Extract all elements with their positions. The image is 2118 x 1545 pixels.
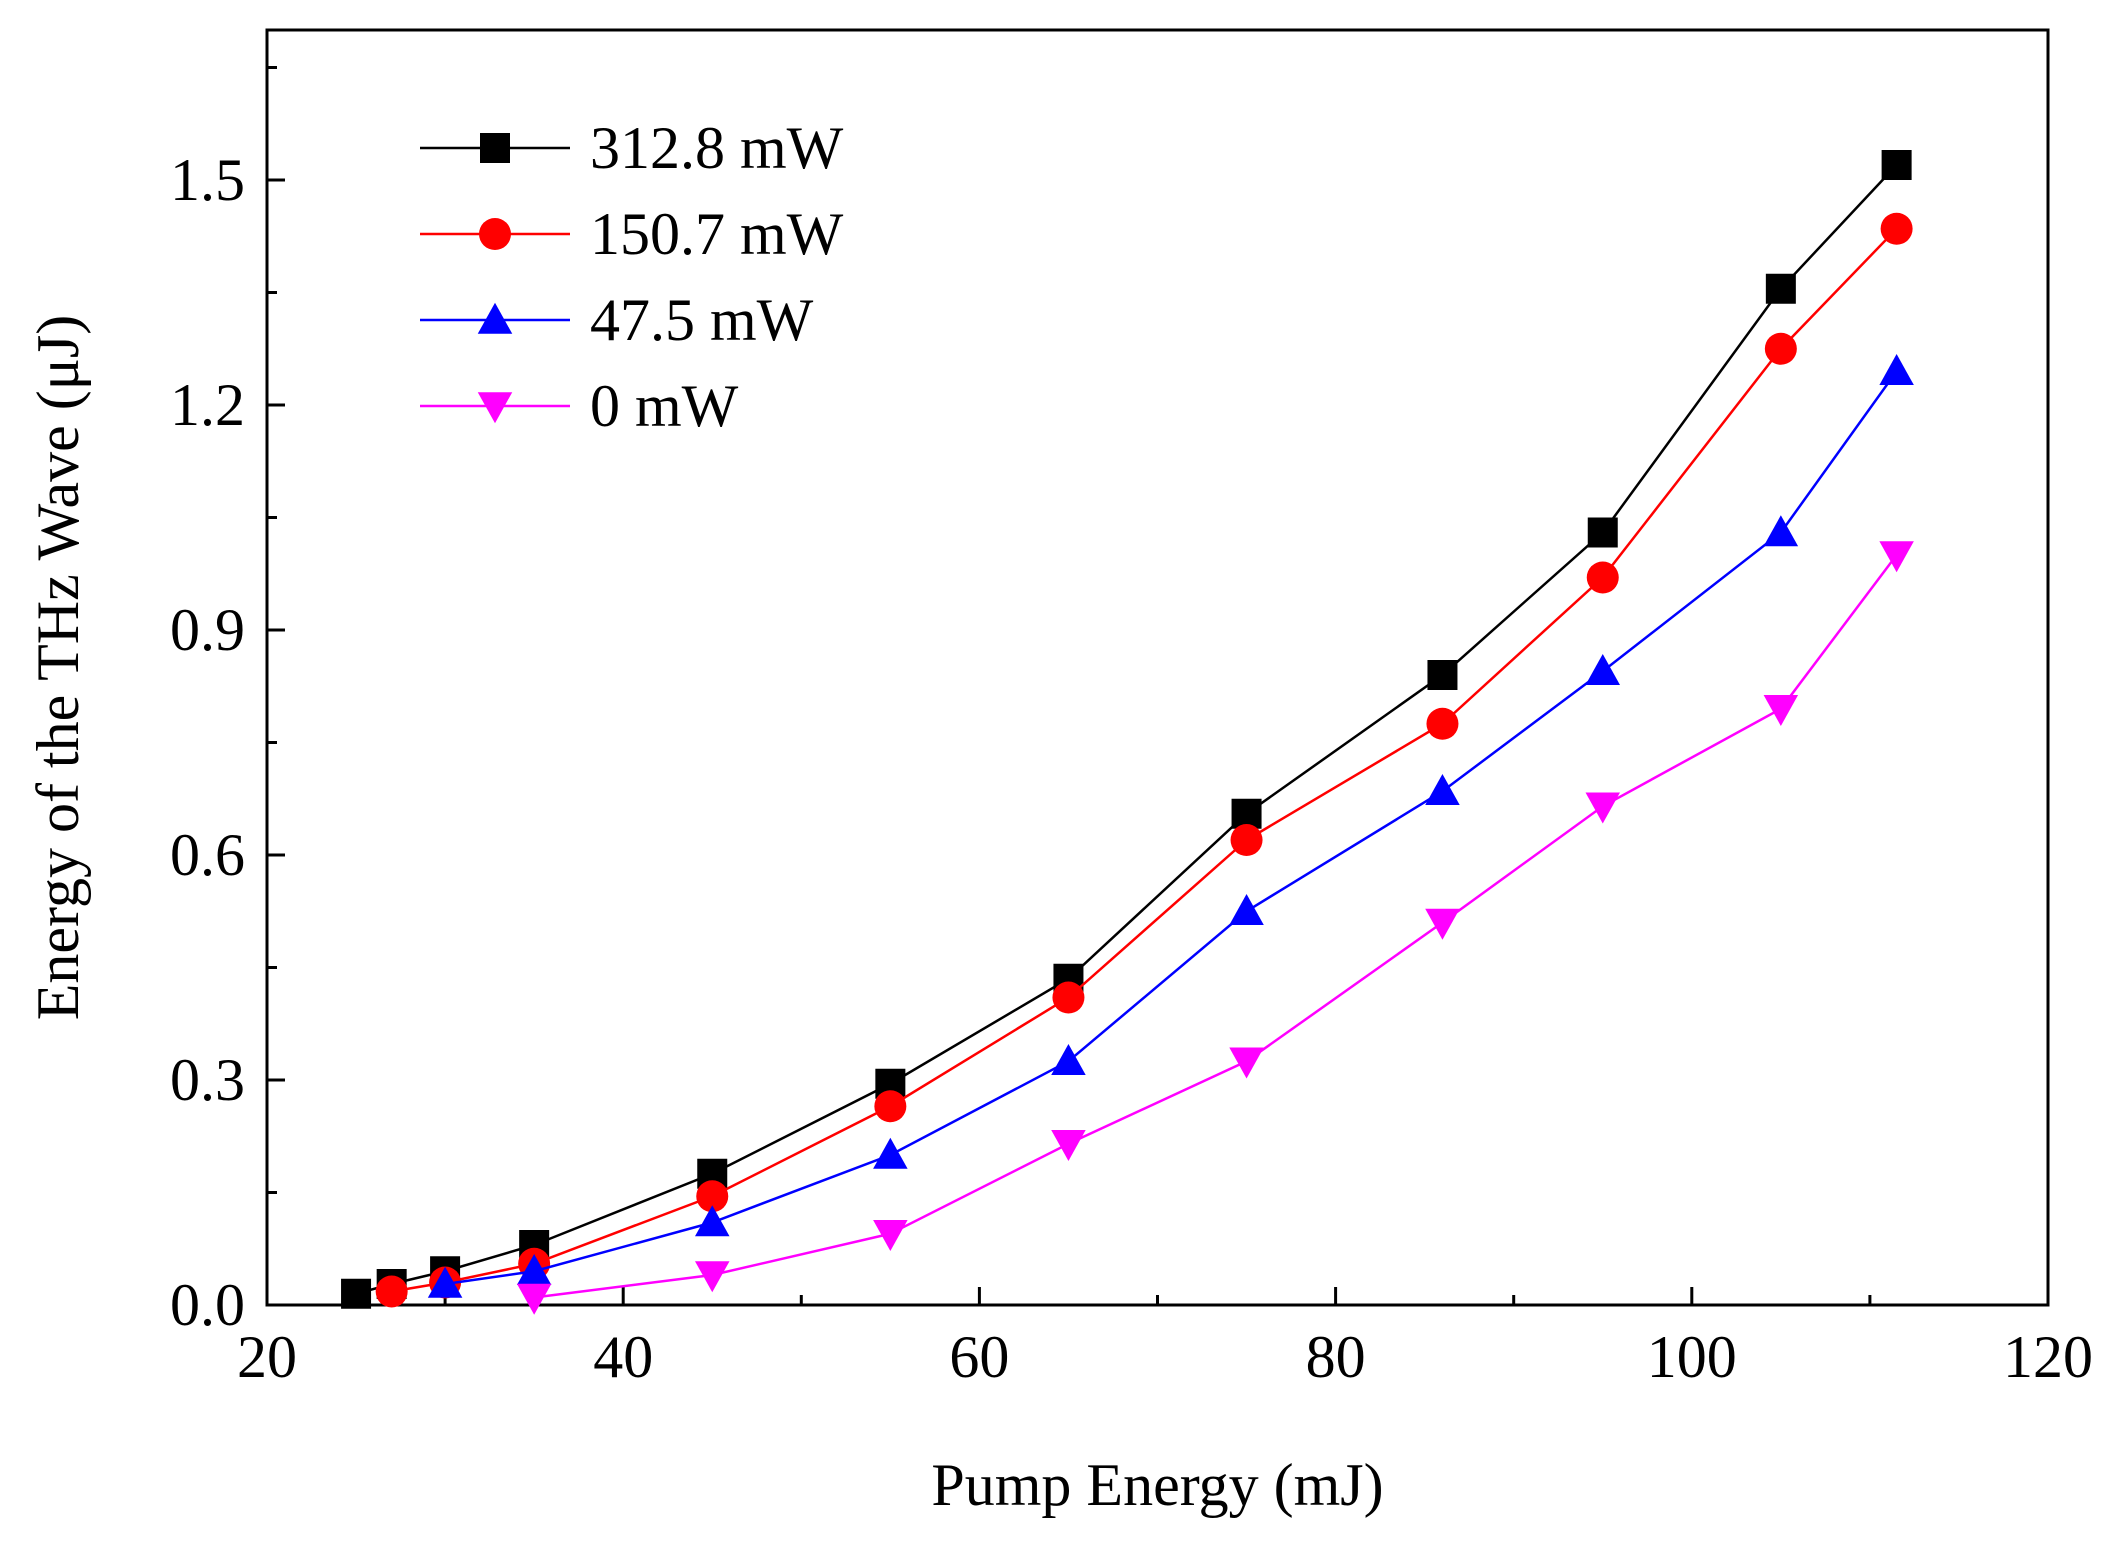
legend-label: 312.8 mW — [590, 115, 844, 181]
legend-label: 150.7 mW — [590, 201, 844, 267]
y-tick-label: 0.6 — [170, 822, 245, 888]
data-point — [1585, 654, 1620, 686]
x-tick-label: 20 — [237, 1324, 297, 1390]
data-point — [375, 1275, 408, 1308]
data-point — [1879, 541, 1914, 573]
data-point — [1052, 981, 1085, 1014]
series-3 — [516, 541, 1914, 1315]
data-point — [873, 1137, 908, 1169]
data-point — [341, 1278, 372, 1309]
series-group — [341, 150, 1914, 1315]
data-point — [874, 1090, 907, 1123]
data-point — [516, 1283, 552, 1315]
data-point — [696, 1180, 729, 1213]
series-line — [355, 164, 1898, 1295]
data-point — [695, 1205, 730, 1237]
x-tick-label: 40 — [593, 1324, 653, 1390]
data-point — [1229, 1047, 1264, 1079]
x-tick-label: 120 — [2003, 1324, 2093, 1390]
legend-item: 0 mW — [420, 373, 739, 439]
series-line — [533, 554, 1898, 1299]
y-tick-label: 0.0 — [170, 1272, 245, 1338]
data-point — [1585, 792, 1620, 824]
legend-item: 312.8 mW — [420, 115, 844, 181]
data-point — [873, 1219, 908, 1251]
y-tick-label: 0.3 — [170, 1047, 245, 1113]
data-point — [1586, 561, 1619, 594]
legend-marker — [477, 392, 513, 424]
series-line — [444, 370, 1898, 1286]
data-point — [1881, 150, 1912, 180]
legend-marker — [480, 133, 510, 163]
series-0 — [341, 150, 1912, 1309]
legend-item: 150.7 mW — [420, 201, 844, 267]
legend-item: 47.5 mW — [420, 287, 814, 353]
data-point — [1051, 1129, 1086, 1161]
data-point — [1763, 515, 1799, 547]
legend-label: 0 mW — [590, 373, 739, 439]
data-point — [1425, 774, 1460, 806]
data-point — [1765, 273, 1796, 304]
legend-marker — [477, 302, 513, 334]
data-point — [1587, 517, 1618, 548]
data-point — [1425, 908, 1460, 940]
data-point — [1051, 1044, 1086, 1076]
x-tick-label: 80 — [1306, 1324, 1366, 1390]
data-point — [1427, 660, 1458, 690]
legend-label: 47.5 mW — [590, 287, 814, 353]
data-point — [1230, 824, 1263, 856]
x-tick-label: 100 — [1647, 1324, 1737, 1390]
x-tick-label: 60 — [949, 1324, 1009, 1390]
data-point — [1879, 354, 1914, 386]
data-point — [1229, 894, 1264, 926]
y-tick-label: 1.2 — [170, 372, 245, 438]
series-2 — [427, 354, 1914, 1298]
data-point — [427, 1266, 463, 1298]
data-point — [695, 1261, 730, 1293]
plot-frame — [265, 28, 2050, 1307]
x-axis-title: Pump Energy (mJ) — [931, 1452, 1383, 1518]
data-point — [516, 1254, 552, 1286]
data-point — [1764, 332, 1797, 365]
y-tick-label: 1.5 — [170, 147, 245, 213]
axes: 20 40 60 80 100 120 0.0 0.3 0.6 0.9 1.2 1.5 — [170, 28, 2093, 1390]
legend: 312.8 mW 150.7 mW 47.5 mW 0 mW — [420, 115, 844, 439]
legend-marker — [479, 218, 511, 250]
y-tick-label: 0.9 — [170, 597, 245, 663]
data-point — [1880, 212, 1913, 245]
data-point — [1426, 707, 1459, 740]
data-point — [1763, 694, 1799, 726]
y-axis-title: Energy of the THz Wave (μJ) — [25, 315, 91, 1020]
data-point — [1231, 798, 1262, 829]
